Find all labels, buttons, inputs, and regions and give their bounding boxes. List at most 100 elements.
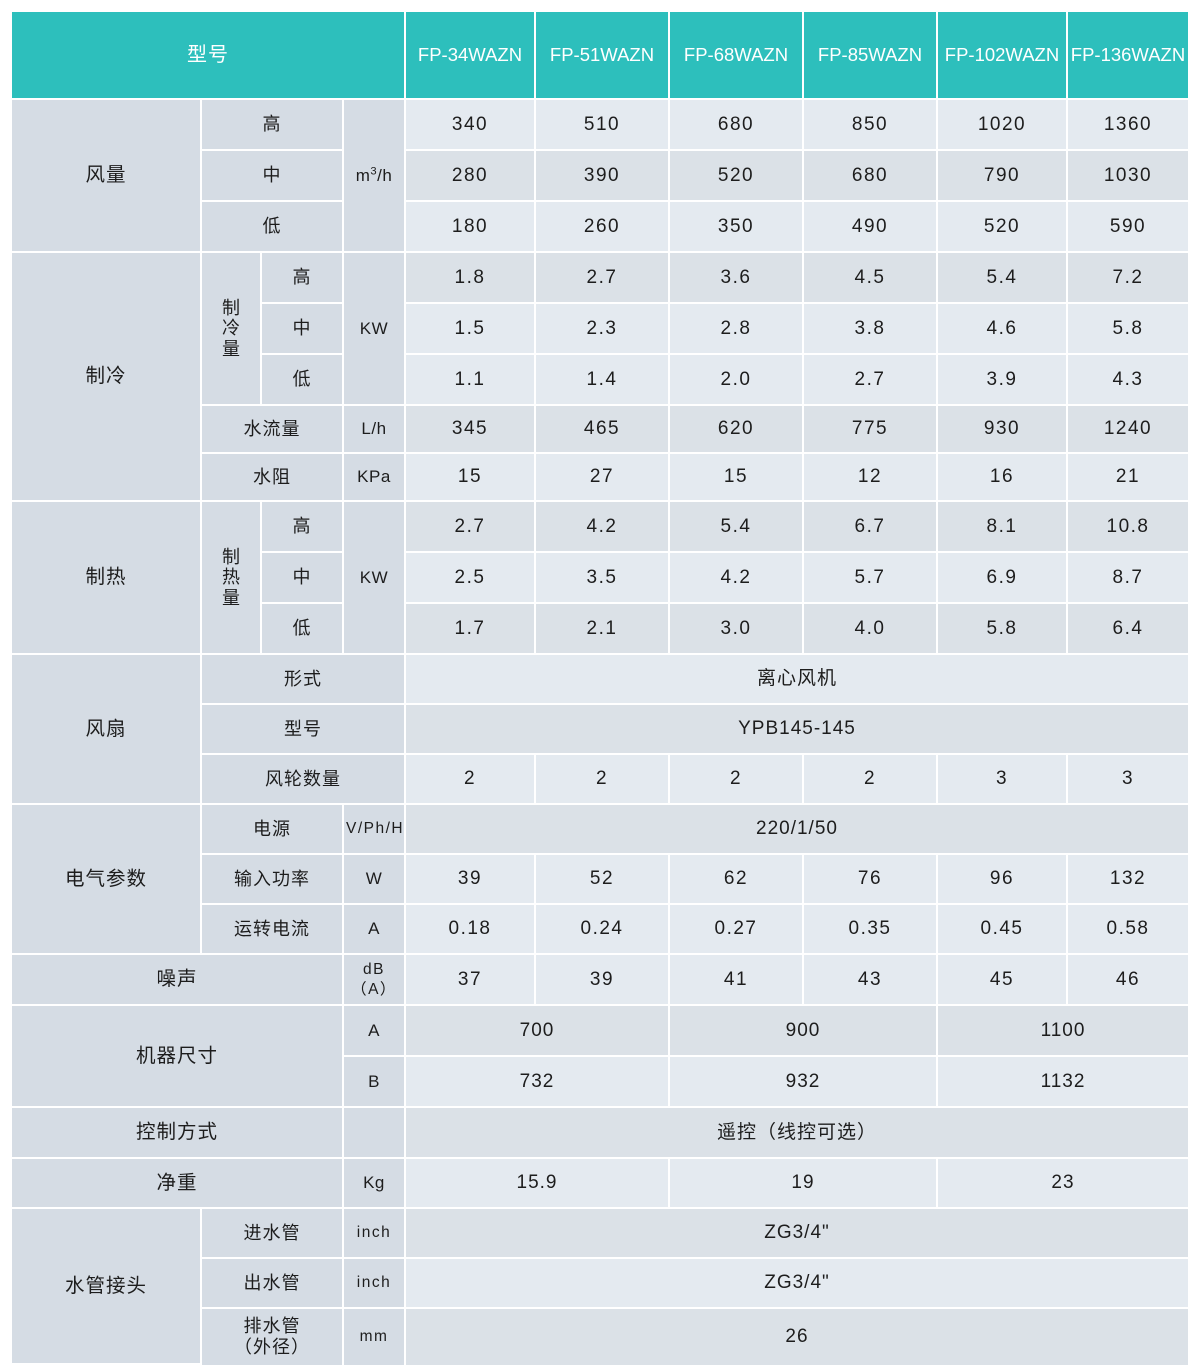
cell-airflow-low-5: 520 bbox=[938, 202, 1068, 253]
heating-capacity-char-2: 热 bbox=[222, 567, 240, 588]
cell-input-power-3: 62 bbox=[670, 855, 804, 905]
unit-dimension-b: B bbox=[344, 1057, 406, 1108]
table-row-input-power: 输入功率 W 39 52 62 76 96 132 bbox=[12, 855, 1188, 905]
section-label-noise: 噪声 bbox=[12, 955, 344, 1006]
cell-water-outlet-value: ZG3/4" bbox=[406, 1259, 1188, 1309]
cell-airflow-high-2: 510 bbox=[536, 100, 670, 151]
cell-water-resistance-6: 21 bbox=[1068, 454, 1188, 502]
sub-label-fan-wheel-count: 风轮数量 bbox=[202, 755, 406, 805]
cell-heating-high-4: 6.7 bbox=[804, 502, 938, 553]
cell-wheel-count-2: 2 bbox=[536, 755, 670, 805]
cell-dimension-b-2: 932 bbox=[670, 1057, 938, 1108]
cell-noise-1: 37 bbox=[406, 955, 536, 1006]
unit-heating-capacity: KW bbox=[344, 502, 406, 655]
speed-label-cooling-mid: 中 bbox=[262, 304, 344, 355]
header-model-4: FP-85WAZN bbox=[804, 12, 938, 100]
sub-label-running-current: 运转电流 bbox=[202, 905, 344, 955]
cell-airflow-high-4: 850 bbox=[804, 100, 938, 151]
cell-running-current-5: 0.45 bbox=[938, 905, 1068, 955]
section-label-airflow: 风量 bbox=[12, 100, 202, 253]
unit-water-drain: mm bbox=[344, 1309, 406, 1365]
sub-label-fan-model: 型号 bbox=[202, 705, 406, 755]
cell-cooling-high-4: 4.5 bbox=[804, 253, 938, 304]
heating-capacity-char-3: 量 bbox=[222, 587, 240, 608]
cell-heating-mid-6: 8.7 bbox=[1068, 553, 1188, 604]
cell-net-weight-2: 19 bbox=[670, 1159, 938, 1209]
cell-input-power-1: 39 bbox=[406, 855, 536, 905]
cell-fan-type-value: 离心风机 bbox=[406, 655, 1188, 705]
speed-label-high: 高 bbox=[202, 100, 344, 151]
table-row-cooling-capacity-high: 制冷 制 冷 量 高 KW 1.8 2.7 3.6 4.5 5.4 7.2 bbox=[12, 253, 1188, 502]
sub-label-cooling-capacity: 制 冷 量 bbox=[202, 253, 262, 406]
cell-cooling-low-5: 3.9 bbox=[938, 355, 1068, 406]
section-label-net-weight: 净重 bbox=[12, 1159, 344, 1209]
table-row-heating-capacity-mid: 中 2.5 3.5 4.2 5.7 6.9 8.7 bbox=[12, 553, 1188, 604]
table-row-noise: 噪声 dB（A） 37 39 41 43 45 46 bbox=[12, 955, 1188, 1006]
cell-water-drain-value: 26 bbox=[406, 1309, 1188, 1365]
header-model-6: FP-136WAZN bbox=[1068, 12, 1188, 100]
unit-water-inlet: inch bbox=[344, 1209, 406, 1259]
table-row-water-outlet: 出水管 inch ZG3/4" bbox=[12, 1259, 1188, 1309]
cell-cooling-high-1: 1.8 bbox=[406, 253, 536, 304]
cell-airflow-high-5: 1020 bbox=[938, 100, 1068, 151]
cell-noise-3: 41 bbox=[670, 955, 804, 1006]
cell-water-resistance-3: 15 bbox=[670, 454, 804, 502]
cell-control-method-value: 遥控（线控可选） bbox=[406, 1108, 1188, 1159]
cell-noise-5: 45 bbox=[938, 955, 1068, 1006]
cell-noise-6: 46 bbox=[1068, 955, 1188, 1006]
table-row-heating-capacity-high: 制热 制 热 量 高 KW 2.7 4.2 5.4 6.7 8.1 10.8 bbox=[12, 502, 1188, 655]
section-label-heating: 制热 bbox=[12, 502, 202, 655]
cell-cooling-mid-2: 2.3 bbox=[536, 304, 670, 355]
table-row-water-inlet: 水管接头 进水管 inch ZG3/4" bbox=[12, 1209, 1188, 1365]
cell-airflow-mid-5: 790 bbox=[938, 151, 1068, 202]
cell-noise-2: 39 bbox=[536, 955, 670, 1006]
section-label-dimensions: 机器尺寸 bbox=[12, 1006, 344, 1108]
cell-water-inlet-value: ZG3/4" bbox=[406, 1209, 1188, 1259]
cell-power-supply-value: 220/1/50 bbox=[406, 805, 1188, 855]
table-header-row: 型号 FP-34WAZN FP-51WAZN FP-68WAZN FP-85WA… bbox=[12, 12, 1188, 100]
cell-airflow-mid-2: 390 bbox=[536, 151, 670, 202]
cell-wheel-count-6: 3 bbox=[1068, 755, 1188, 805]
speed-label-low: 低 bbox=[202, 202, 344, 253]
cell-airflow-high-1: 340 bbox=[406, 100, 536, 151]
cooling-capacity-char-1: 制 bbox=[222, 298, 240, 319]
section-label-electrical: 电气参数 bbox=[12, 805, 202, 955]
cell-water-resistance-1: 15 bbox=[406, 454, 536, 502]
cell-airflow-high-3: 680 bbox=[670, 100, 804, 151]
cell-heating-high-5: 8.1 bbox=[938, 502, 1068, 553]
table-row-running-current: 运转电流 A 0.18 0.24 0.27 0.35 0.45 0.58 bbox=[12, 905, 1188, 955]
cell-wheel-count-3: 2 bbox=[670, 755, 804, 805]
cell-heating-low-2: 2.1 bbox=[536, 604, 670, 655]
cell-net-weight-3: 23 bbox=[938, 1159, 1188, 1209]
speed-label-cooling-high: 高 bbox=[262, 253, 344, 304]
speed-label-heating-high: 高 bbox=[262, 502, 344, 553]
cell-heating-high-2: 4.2 bbox=[536, 502, 670, 553]
unit-airflow: m3/h bbox=[344, 100, 406, 253]
cell-heating-high-6: 10.8 bbox=[1068, 502, 1188, 553]
table-row-fan-model: 型号 YPB145-145 bbox=[12, 705, 1188, 755]
cell-water-flow-5: 930 bbox=[938, 406, 1068, 454]
table-row-airflow-low: 低 180 260 350 490 520 590 bbox=[12, 202, 1188, 253]
cell-airflow-low-1: 180 bbox=[406, 202, 536, 253]
cell-running-current-1: 0.18 bbox=[406, 905, 536, 955]
cell-dimension-a-1: 700 bbox=[406, 1006, 670, 1057]
section-label-fan: 风扇 bbox=[12, 655, 202, 805]
table-row-airflow-high: 风量 高 m3/h 340 510 680 850 1020 1360 bbox=[12, 100, 1188, 253]
table-row-water-flow: 水流量 L/h 345 465 620 775 930 1240 bbox=[12, 406, 1188, 454]
cell-airflow-high-6: 1360 bbox=[1068, 100, 1188, 151]
product-specification-table: 型号 FP-34WAZN FP-51WAZN FP-68WAZN FP-85WA… bbox=[12, 12, 1188, 1365]
header-model-title: 型号 bbox=[12, 12, 406, 100]
cell-running-current-4: 0.35 bbox=[804, 905, 938, 955]
cell-cooling-high-5: 5.4 bbox=[938, 253, 1068, 304]
cell-dimension-b-3: 1132 bbox=[938, 1057, 1188, 1108]
unit-input-power: W bbox=[344, 855, 406, 905]
cell-airflow-mid-6: 1030 bbox=[1068, 151, 1188, 202]
header-model-5: FP-102WAZN bbox=[938, 12, 1068, 100]
cell-noise-4: 43 bbox=[804, 955, 938, 1006]
cell-dimension-a-2: 900 bbox=[670, 1006, 938, 1057]
cell-input-power-4: 76 bbox=[804, 855, 938, 905]
cell-cooling-low-3: 2.0 bbox=[670, 355, 804, 406]
cell-airflow-low-6: 590 bbox=[1068, 202, 1188, 253]
table-row-airflow-mid: 中 280 390 520 680 790 1030 bbox=[12, 151, 1188, 202]
